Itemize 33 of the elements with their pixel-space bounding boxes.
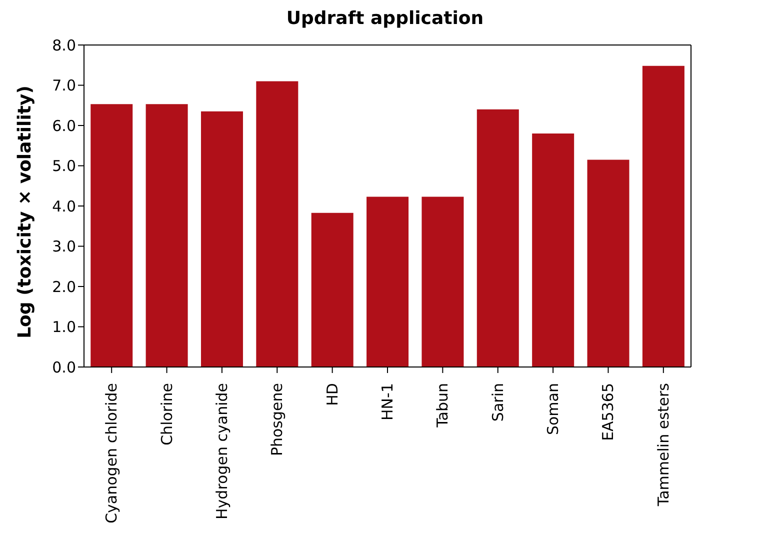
x-tick-label: Phosgene bbox=[268, 383, 286, 456]
x-tick-label: Chlorine bbox=[158, 383, 176, 446]
bar bbox=[311, 212, 354, 367]
x-tick-label: Soman bbox=[544, 383, 562, 436]
x-tick-label: HD bbox=[323, 383, 342, 406]
y-tick-label: 1.0 bbox=[52, 318, 76, 336]
y-tick-label: 7.0 bbox=[52, 76, 76, 95]
bar bbox=[642, 66, 684, 367]
bar bbox=[90, 104, 133, 367]
y-tick-label: 5.0 bbox=[52, 157, 76, 176]
x-tick-label: Tammelin esters bbox=[654, 382, 672, 508]
y-tick-label: 6.0 bbox=[52, 116, 76, 135]
y-tick-label: 0.0 bbox=[52, 358, 76, 376]
x-tick-label: Sarin bbox=[488, 383, 507, 422]
y-tick-label: 4.0 bbox=[52, 197, 76, 216]
y-axis-title: Log (toxicity × volatility) bbox=[14, 86, 36, 338]
bar bbox=[422, 196, 464, 367]
bar bbox=[587, 160, 630, 367]
bar bbox=[366, 196, 409, 367]
bar bbox=[200, 111, 243, 367]
y-tick-label: 2.0 bbox=[52, 278, 76, 296]
y-tick-label: 3.0 bbox=[52, 238, 76, 256]
bar bbox=[256, 81, 298, 367]
bar bbox=[476, 109, 519, 367]
x-tick-label: HN-1 bbox=[378, 383, 396, 420]
bar bbox=[146, 104, 188, 367]
x-tick-label: Cyanogen chloride bbox=[102, 383, 121, 524]
x-tick-label: EA5365 bbox=[599, 383, 618, 441]
y-tick-label: 8.0 bbox=[52, 36, 76, 54]
x-tick-label: Hydrogen cyanide bbox=[212, 383, 231, 520]
bar bbox=[532, 134, 574, 367]
x-tick-label: Tabun bbox=[434, 383, 452, 428]
chart-title: Updraft application bbox=[285, 8, 485, 29]
